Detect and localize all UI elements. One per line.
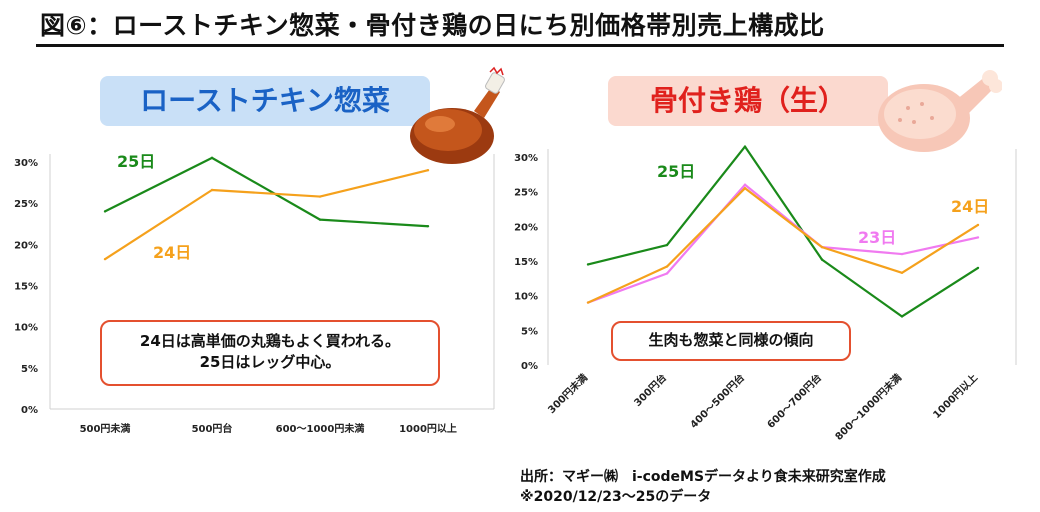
series-line-25日 — [104, 156, 429, 228]
bone-in-chicken-callout: 生肉も惣菜と同様の傾向 — [611, 321, 851, 361]
x-tick-label: 600～1000円未満 — [276, 422, 365, 435]
x-tick-label: 1000円以上 — [930, 371, 980, 421]
data-point — [743, 145, 747, 148]
series-label: 23日 — [858, 228, 896, 247]
x-tick-label: 1000円以上 — [399, 422, 457, 435]
roast-chicken-illustration — [410, 66, 505, 164]
y-tick-label: 20% — [514, 222, 538, 233]
x-tick-label: 800～1000円未満 — [832, 371, 904, 443]
series-line-23日 — [587, 183, 979, 304]
series-label: 25日 — [657, 162, 695, 181]
y-tick-label: 5% — [521, 326, 538, 337]
y-tick-label: 15% — [514, 257, 538, 268]
data-point — [103, 257, 107, 261]
series-label: 24日 — [153, 243, 191, 262]
title-underline — [36, 44, 1004, 47]
data-point — [210, 156, 214, 160]
y-tick-label: 25% — [514, 188, 538, 199]
y-tick-label: 20% — [14, 240, 38, 251]
data-point — [318, 218, 322, 221]
data-point — [665, 265, 669, 268]
date-note: ※2020/12/23～25のデータ — [520, 489, 712, 505]
series-label: 25日 — [117, 152, 155, 171]
data-point — [820, 258, 824, 261]
series-label: 24日 — [951, 197, 989, 216]
x-tick-label: 500円台 — [192, 422, 233, 435]
series-line-25日 — [587, 145, 979, 318]
y-tick-label: 30% — [14, 158, 38, 169]
y-tick-label: 30% — [514, 153, 538, 164]
x-tick-label: 400～500円台 — [687, 371, 747, 431]
y-tick-label: 25% — [14, 199, 38, 210]
y-tick-label: 0% — [21, 405, 38, 416]
y-tick-label: 15% — [14, 282, 38, 293]
x-tick-label: 500円未満 — [80, 422, 131, 435]
data-point — [743, 187, 747, 190]
data-point — [426, 169, 430, 172]
bone-in-chicken-label: 骨付き鶏（生） — [608, 76, 888, 126]
data-point — [976, 266, 980, 270]
data-point — [743, 183, 747, 186]
callout-line: 25日はレッグ中心。 — [199, 353, 341, 371]
y-tick-label: 10% — [514, 292, 538, 303]
data-point — [820, 245, 824, 249]
roast-chicken-callout: 24日は高単価の丸鶏もよく買われる。 25日はレッグ中心。 — [100, 320, 440, 386]
data-point — [900, 252, 904, 256]
callout-line: 24日は高単価の丸鶏もよく買われる。 — [139, 332, 401, 350]
data-point — [665, 272, 669, 275]
data-point — [210, 188, 214, 192]
data-point — [900, 271, 904, 274]
data-point — [976, 236, 980, 239]
x-tick-label: 600～700円台 — [764, 371, 824, 431]
roast-chicken-label: ローストチキン惣菜 — [100, 76, 430, 126]
data-point — [318, 195, 322, 198]
series-line-24日 — [104, 169, 429, 261]
y-tick-label: 5% — [21, 364, 38, 375]
data-point — [665, 243, 669, 247]
page-title: 図⑥：ローストチキン惣菜・骨付き鶏の日にち別価格帯別売上構成比 — [40, 11, 825, 40]
y-tick-label: 0% — [521, 361, 538, 372]
x-tick-label: 300円台 — [631, 371, 669, 409]
series-line-24日 — [587, 187, 979, 304]
data-point — [976, 223, 980, 227]
raw-chicken-illustration — [878, 70, 1002, 152]
source-note: 出所：マギー㈱ i-codeMSデータより食未来研究室作成 — [520, 469, 886, 485]
data-point — [900, 315, 904, 318]
x-tick-label: 300円未満 — [545, 371, 590, 416]
data-point — [586, 301, 590, 304]
data-point — [586, 263, 590, 266]
y-tick-label: 10% — [14, 323, 38, 334]
data-point — [103, 210, 107, 213]
data-point — [426, 225, 430, 228]
callout-line: 生肉も惣菜と同様の傾向 — [648, 331, 814, 349]
